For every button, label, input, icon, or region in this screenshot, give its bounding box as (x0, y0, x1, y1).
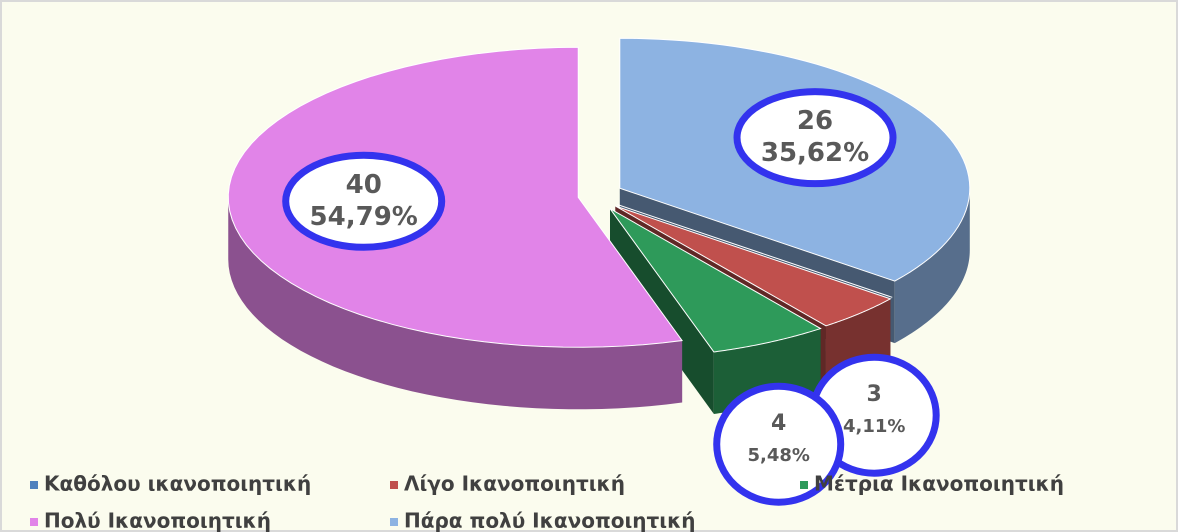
data-label-value: 26 (797, 106, 833, 136)
legend-label: Μέτρια Ικανοποιητική (814, 472, 1064, 496)
data-label-bubble (733, 88, 897, 188)
data-label-bubble (282, 151, 446, 251)
legend-swatch (30, 481, 38, 489)
legend-swatch (30, 518, 38, 526)
legend-swatch (390, 481, 398, 489)
data-label-percent: 5,48% (747, 445, 809, 466)
legend-label: Πολύ Ικανοποιητική (44, 509, 271, 532)
data-label-percent: 35,62% (761, 138, 869, 168)
data-label-value: 40 (346, 170, 382, 200)
slice (609, 208, 822, 353)
legend-swatch (390, 518, 398, 526)
slice-wall (228, 197, 683, 410)
slice (615, 205, 892, 327)
legend-label: Καθόλου ικανοποιητική (44, 472, 311, 496)
slice-wall (894, 188, 970, 344)
data-label-bubble (713, 382, 845, 506)
data-label-percent: 4,11% (843, 416, 905, 437)
legend-swatch (800, 481, 808, 489)
legend-label: Λίγο Ικανοποιητική (404, 472, 625, 496)
data-label-percent: 54,79% (310, 202, 418, 232)
data-label-value: 4 (771, 411, 786, 436)
legend-label: Πάρα πολύ Ικανοποιητική (404, 509, 696, 532)
slice-side (610, 208, 714, 414)
slice (227, 46, 684, 348)
data-label-value: 3 (867, 382, 882, 407)
